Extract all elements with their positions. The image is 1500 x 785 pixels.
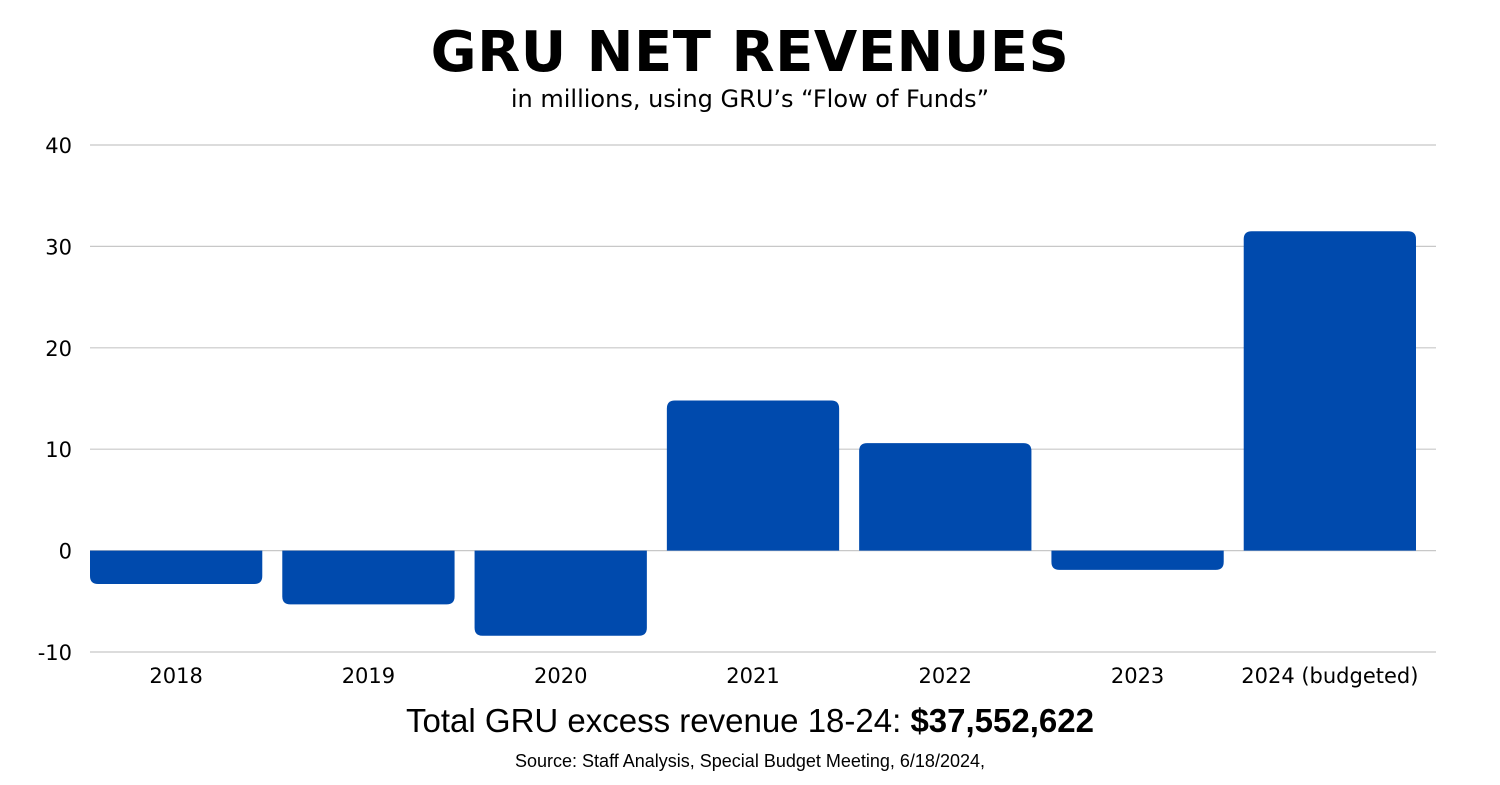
bar bbox=[282, 550, 455, 605]
total-amount: $37,552,622 bbox=[910, 702, 1094, 739]
x-tick-label: 2023 bbox=[1111, 664, 1164, 688]
total-label: Total GRU excess revenue 18-24: bbox=[406, 702, 911, 739]
chart-subtitle: in millions, using GRU’s “Flow of Funds” bbox=[510, 85, 990, 113]
x-tick-label: 2019 bbox=[342, 664, 395, 688]
y-tick-label: 10 bbox=[45, 438, 72, 462]
y-tick-label: 20 bbox=[45, 337, 72, 361]
bar-chart: 40 30 20 10 0 -10 2018 2019 2020 2021 2022 2023 2024… bbox=[38, 134, 1436, 688]
total-summary: Total GRU excess revenue 18-24: $37,552,… bbox=[0, 700, 1500, 742]
source-note: Source: Staff Analysis, Special Budget M… bbox=[515, 751, 985, 771]
bar bbox=[90, 550, 263, 585]
y-tick-label: 0 bbox=[59, 540, 72, 564]
x-tick-label: 2018 bbox=[149, 664, 202, 688]
x-tick-label: 2021 bbox=[726, 664, 779, 688]
bar bbox=[1051, 550, 1224, 570]
bar bbox=[474, 550, 647, 636]
bar bbox=[859, 443, 1032, 551]
bar bbox=[1243, 231, 1416, 551]
y-tick-label: 30 bbox=[45, 235, 72, 259]
bar bbox=[666, 400, 840, 551]
y-tick-label: -10 bbox=[38, 641, 72, 665]
x-tick-label: 2022 bbox=[919, 664, 972, 688]
x-tick-label: 2024 (budgeted) bbox=[1241, 664, 1418, 688]
x-tick-label: 2020 bbox=[534, 664, 587, 688]
chart-title: GRU NET REVENUES bbox=[430, 20, 1070, 85]
y-tick-label: 40 bbox=[45, 134, 72, 158]
